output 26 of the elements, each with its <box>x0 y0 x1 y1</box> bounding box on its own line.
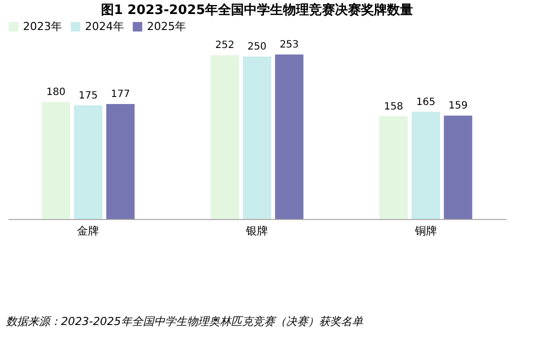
data-label: 180 <box>46 87 66 98</box>
bar <box>42 102 70 219</box>
x-tick-label: 金牌 <box>77 224 100 238</box>
data-label: 250 <box>247 42 267 52</box>
bar <box>444 116 472 219</box>
legend-label: 2025年 <box>147 20 186 33</box>
x-tick-label: 铜牌 <box>414 224 437 238</box>
data-label: 253 <box>280 40 299 51</box>
chart-title: 图1 2023-2025年全国中学生物理竞赛决赛奖牌数量 <box>100 2 414 18</box>
bar <box>74 105 102 219</box>
bar <box>379 116 408 219</box>
data-label: 252 <box>215 40 234 52</box>
data-label: 158 <box>384 101 404 112</box>
data-label: 175 <box>78 90 98 102</box>
x-tick-label: 银牌 <box>245 224 268 238</box>
legend-label: 2023年 <box>23 20 62 33</box>
bar <box>275 54 304 219</box>
bar <box>210 55 239 219</box>
data-label: 165 <box>416 96 436 108</box>
bar <box>106 104 135 219</box>
bar <box>412 112 440 219</box>
data-label: 177 <box>110 88 130 100</box>
legend-label: 2024年 <box>85 20 124 33</box>
data-label: 159 <box>448 100 468 112</box>
bar <box>242 56 272 219</box>
source-note: 数据来源：2023-2025年全国中学生物理奥林匹克竞赛（决赛）获奖名单 <box>6 314 363 329</box>
